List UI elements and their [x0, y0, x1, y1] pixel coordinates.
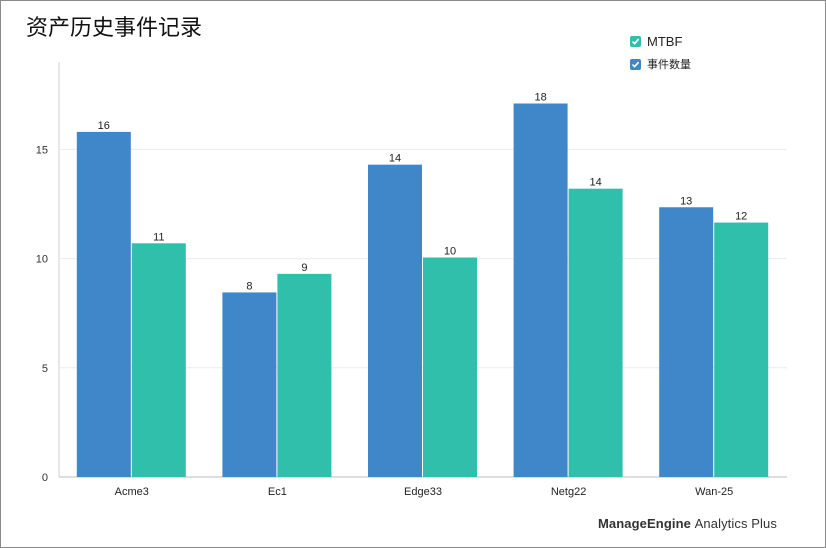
data-label: 8 — [246, 280, 252, 292]
x-tick-label: Acme3 — [115, 486, 149, 498]
bar[interactable] — [423, 257, 477, 477]
data-label: 18 — [534, 92, 546, 104]
checkbox-icon[interactable] — [630, 35, 641, 47]
data-label: 9 — [301, 262, 307, 274]
x-tick-label: Ec1 — [268, 486, 287, 498]
bar[interactable] — [131, 243, 186, 477]
checkbox-icon[interactable] — [630, 58, 641, 70]
bar[interactable] — [568, 188, 623, 477]
legend-item-mtbf[interactable]: MTBF — [630, 33, 691, 49]
x-tick-label: Edge33 — [404, 486, 442, 498]
data-label: 16 — [98, 120, 110, 132]
product-name: Analytics Plus — [694, 516, 777, 531]
y-tick-label: 0 — [42, 472, 48, 484]
bar[interactable] — [368, 164, 422, 477]
legend: MTBF 事件数量 — [630, 33, 691, 79]
data-label: 14 — [589, 177, 601, 189]
branding: ManageEngine Analytics Plus — [598, 516, 777, 531]
legend-label-mtbf: MTBF — [647, 33, 683, 49]
data-label: 11 — [153, 231, 164, 243]
bar[interactable] — [714, 222, 769, 477]
y-tick-label: 15 — [36, 144, 48, 156]
data-label: 12 — [735, 211, 747, 223]
y-tick-label: 10 — [36, 254, 48, 266]
data-label: 14 — [389, 153, 401, 165]
brand-name: ManageEngine — [598, 516, 691, 531]
data-label: 13 — [680, 195, 692, 207]
bar[interactable] — [222, 292, 277, 477]
x-tick-label: Wan-25 — [695, 486, 733, 498]
bar[interactable] — [513, 103, 568, 478]
data-label: 10 — [444, 245, 456, 257]
bar[interactable] — [659, 207, 714, 477]
chart-title: 资产历史事件记录 — [26, 16, 203, 41]
bar[interactable] — [277, 273, 332, 477]
legend-item-event-count[interactable]: 事件数量 — [630, 56, 691, 72]
legend-label-event-count: 事件数量 — [647, 58, 691, 71]
x-tick-label: Netg22 — [551, 486, 586, 498]
y-tick-label: 5 — [42, 363, 48, 375]
bar[interactable] — [76, 131, 131, 478]
